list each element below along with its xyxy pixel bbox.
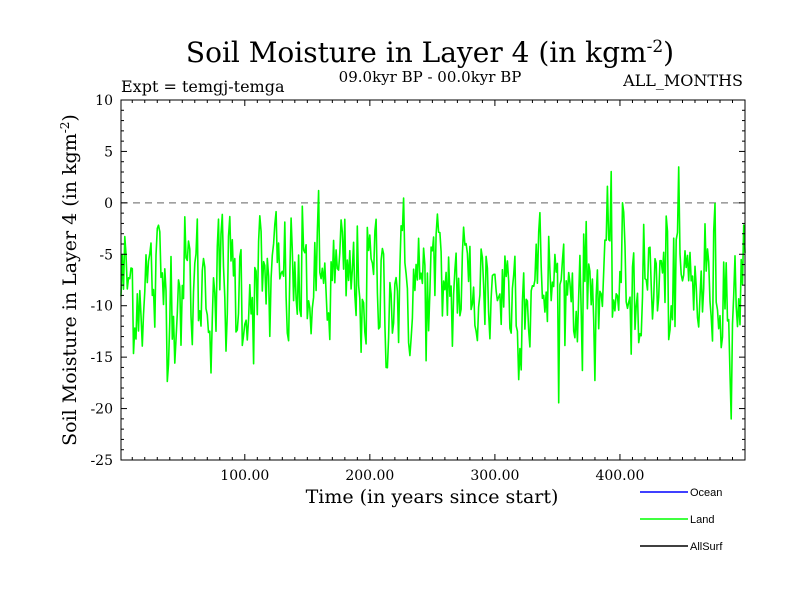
legend: Ocean Land AllSurf [640, 487, 723, 553]
x-tick-label: 300.00 [470, 468, 519, 484]
y-tick-label: -15 [90, 350, 113, 366]
series-land-line [120, 166, 746, 420]
period-label: 09.0kyr BP - 00.0kyr BP [339, 68, 522, 86]
x-tick-label: 200.00 [345, 468, 394, 484]
legend-label-land: Land [690, 514, 714, 526]
y-tick-label: -5 [99, 247, 113, 263]
legend-label-allsurf: AllSurf [690, 541, 723, 553]
expt-label: Expt = temgj-temga [121, 77, 285, 96]
y-tick-label: -20 [90, 402, 113, 418]
plot-frame [120, 99, 746, 461]
chart-title: Soil Moisture in Layer 4 (in kgm-2) [186, 36, 674, 69]
legend-label-ocean: Ocean [690, 487, 722, 499]
y-tick-label: 0 [104, 196, 113, 212]
y-tick-label: -25 [90, 453, 113, 469]
months-label: ALL_MONTHS [622, 71, 743, 90]
x-axis-label: Time (in years since start) [306, 486, 559, 508]
x-tick-label: 100.00 [220, 468, 269, 484]
y-axis-label: Soil Moisture in Layer 4 (in kgm-2) [58, 114, 81, 446]
y-tick-label: 5 [104, 144, 113, 160]
y-tick-label: 10 [95, 93, 113, 109]
y-tick-label: -10 [90, 299, 113, 315]
x-tick-label: 400.00 [595, 468, 644, 484]
